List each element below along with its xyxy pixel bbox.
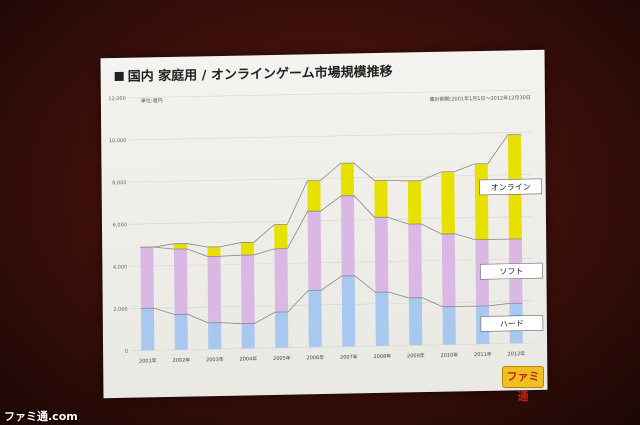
x-tick-label: 2010年 xyxy=(441,351,459,358)
bar-segment xyxy=(140,308,155,351)
bar-segment xyxy=(341,275,356,347)
bar-segment xyxy=(441,171,455,235)
bar-segment xyxy=(375,292,389,347)
bar-segment xyxy=(274,224,288,249)
stacked-bar-chart: 単位:億円 集計期間:2001年1月1日～2012年12月30日 0 2,000 4… xyxy=(108,89,544,365)
connector-line xyxy=(140,275,523,325)
grid-lines xyxy=(128,89,534,352)
bar-segment xyxy=(374,180,388,218)
x-tick-label: 2006年 xyxy=(307,354,325,361)
x-tick-label: 2012年 xyxy=(508,350,526,357)
grid-line xyxy=(129,131,532,141)
bar-segment xyxy=(408,223,422,298)
bar-segment xyxy=(140,246,154,309)
legend-box xyxy=(480,314,544,332)
inline-legend: ハード ソフト オンライン xyxy=(479,178,544,332)
site-watermark: ファミ通.com xyxy=(4,410,78,423)
bar-segment xyxy=(274,248,289,313)
legend-box xyxy=(479,178,543,196)
unit-label: 単位:億円 xyxy=(141,97,163,104)
bar-segment xyxy=(241,323,255,349)
y-tick-label: 6,000 xyxy=(113,222,127,228)
y-tick-label: 10,000 xyxy=(109,138,127,144)
bar-segment xyxy=(374,217,389,293)
bar-segment xyxy=(474,163,489,240)
x-tick-label: 2002年 xyxy=(173,357,191,364)
bar-segment xyxy=(341,195,355,277)
grid-line xyxy=(128,89,531,99)
y-tick-label: 8,000 xyxy=(112,180,126,186)
connector-line xyxy=(140,134,521,248)
grid-line xyxy=(129,216,532,225)
bar-segment xyxy=(441,233,456,307)
presentation-slide: 国内 家庭用 / オンラインゲーム市場規模推移 単位:億円 集計期間:2001年… xyxy=(100,49,548,399)
bar-segment xyxy=(340,163,355,196)
x-tick-label: 2011年 xyxy=(474,351,492,358)
bar-segment xyxy=(208,322,222,350)
x-axis-ticks: 2001年 2002年 2003年 2004年 2005年 2006年 2007年 2008年… xyxy=(139,350,525,364)
connector-line xyxy=(140,195,522,257)
y-tick-label: 4,000 xyxy=(113,264,127,270)
legend-label: オンライン xyxy=(491,182,531,192)
grid-line xyxy=(130,258,533,267)
x-tick-label: 2009年 xyxy=(407,352,425,359)
period-label: 集計期間:2001年1月1日～2012年12月30日 xyxy=(430,94,531,103)
x-tick-label: 2008年 xyxy=(374,353,392,360)
bar-segment xyxy=(308,290,322,348)
bar-segment xyxy=(408,297,423,346)
bar-segment xyxy=(173,243,187,250)
grid-line xyxy=(130,300,533,309)
y-tick-label: 2,000 xyxy=(113,307,127,313)
grid-line xyxy=(129,174,532,183)
y-tick-label: 0 xyxy=(125,349,128,355)
y-axis-ticks: 0 2,000 4,000 6,000 8,000 10,000 12,000 xyxy=(108,96,128,355)
x-tick-label: 2001年 xyxy=(139,357,157,364)
bar-segment xyxy=(241,254,255,324)
x-tick-label: 2007年 xyxy=(340,353,358,360)
bar-segment xyxy=(173,248,188,315)
legend-label: ソフト xyxy=(499,267,523,276)
legend-label: ハード xyxy=(500,319,524,328)
legend-box xyxy=(480,262,543,280)
grid-line xyxy=(131,342,534,352)
y-tick-label: 12,000 xyxy=(108,96,126,102)
bar-segment xyxy=(240,242,255,256)
x-tick-label: 2003年 xyxy=(206,356,224,363)
magazine-logo: ファミ通 xyxy=(502,366,544,403)
x-tick-label: 2005年 xyxy=(273,355,291,362)
x-tick-label: 2004年 xyxy=(240,355,258,362)
bar-segment xyxy=(207,246,221,257)
bar-segment xyxy=(307,211,322,291)
bar-segment xyxy=(174,314,188,350)
bar-segment xyxy=(407,180,422,225)
bar-segment xyxy=(207,256,222,323)
connector-lines xyxy=(140,134,523,325)
bar-segment xyxy=(307,180,321,212)
bar-segment xyxy=(442,306,456,345)
bar-segment xyxy=(275,311,289,348)
